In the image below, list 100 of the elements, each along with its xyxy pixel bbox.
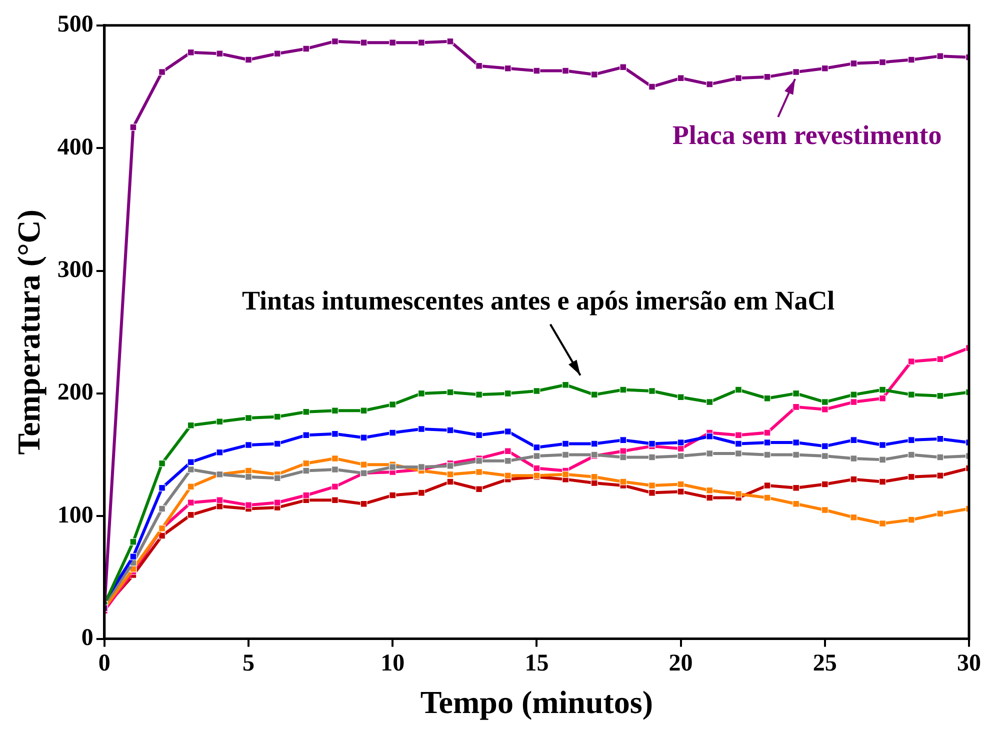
point <box>908 56 915 64</box>
point <box>648 440 656 448</box>
point <box>504 457 512 464</box>
point <box>677 480 684 488</box>
point <box>590 391 598 398</box>
point <box>734 386 742 394</box>
point <box>504 390 512 397</box>
y-tick-label: 500 <box>57 12 94 38</box>
point <box>187 48 194 56</box>
point <box>879 394 886 402</box>
y-tick-label: 300 <box>57 256 94 283</box>
point <box>821 398 828 406</box>
point <box>734 440 742 448</box>
x-tick-label: 10 <box>380 650 405 676</box>
y-axis-title: Temperatura (°C) <box>10 209 46 455</box>
point <box>476 486 483 493</box>
point <box>476 468 483 476</box>
point <box>533 388 540 394</box>
point <box>620 64 627 71</box>
point <box>879 520 886 527</box>
point <box>158 68 166 76</box>
point <box>533 67 540 74</box>
point <box>187 422 194 429</box>
point <box>821 452 828 460</box>
point <box>908 473 915 480</box>
point <box>734 74 742 82</box>
point <box>446 470 454 478</box>
point <box>360 407 368 414</box>
point <box>274 440 281 448</box>
point <box>706 398 714 406</box>
x-tick-label: 20 <box>668 650 693 676</box>
point <box>590 70 598 78</box>
point <box>245 56 252 64</box>
x-tick-label: 25 <box>812 650 837 676</box>
point <box>533 464 540 472</box>
point <box>648 482 656 489</box>
point <box>504 428 512 435</box>
point <box>274 413 281 420</box>
point <box>620 386 627 394</box>
point <box>648 489 656 496</box>
point <box>389 401 396 408</box>
point <box>302 408 310 416</box>
point <box>504 64 512 72</box>
point <box>850 398 858 406</box>
point <box>764 394 771 402</box>
point <box>187 511 194 518</box>
point <box>158 505 166 512</box>
point <box>533 452 540 460</box>
point <box>908 516 915 524</box>
point <box>562 470 569 478</box>
point <box>360 434 368 442</box>
point <box>216 502 224 510</box>
point <box>677 394 684 401</box>
annotation: Tintas intumescentes antes e após imersão em NaCl <box>242 285 836 316</box>
point <box>734 490 742 498</box>
point <box>418 464 425 471</box>
point <box>187 483 194 490</box>
point <box>706 450 714 458</box>
point <box>620 478 627 486</box>
point <box>821 442 828 450</box>
point <box>331 483 338 490</box>
point <box>764 429 771 436</box>
point <box>764 73 771 80</box>
point <box>734 450 742 458</box>
point <box>245 441 252 448</box>
point <box>706 80 714 88</box>
point <box>331 454 338 462</box>
point <box>302 460 310 467</box>
point <box>764 482 771 489</box>
annotation: Placa sem revestimento <box>672 120 942 150</box>
point <box>821 406 828 413</box>
point <box>331 407 338 414</box>
point <box>130 553 137 560</box>
point <box>936 510 944 518</box>
point <box>590 440 598 448</box>
point <box>850 454 858 462</box>
point <box>648 388 656 394</box>
point <box>648 83 656 90</box>
point <box>245 473 252 480</box>
point <box>879 386 886 394</box>
point <box>562 451 569 458</box>
point <box>389 429 396 436</box>
point <box>302 492 310 499</box>
point <box>389 464 396 471</box>
x-tick-label: 30 <box>957 650 981 676</box>
x-axis-title: Tempo (minutos) <box>420 684 654 720</box>
point <box>158 532 166 540</box>
y-tick-label: 0 <box>81 625 94 652</box>
point <box>706 494 714 502</box>
x-tick-label: 15 <box>524 650 549 676</box>
point <box>418 489 425 496</box>
point <box>879 58 886 66</box>
point <box>331 496 338 504</box>
point <box>936 52 944 60</box>
point <box>677 74 684 82</box>
point <box>879 441 886 448</box>
point <box>533 444 540 451</box>
point <box>590 473 598 480</box>
point <box>706 432 714 440</box>
point <box>850 476 858 483</box>
